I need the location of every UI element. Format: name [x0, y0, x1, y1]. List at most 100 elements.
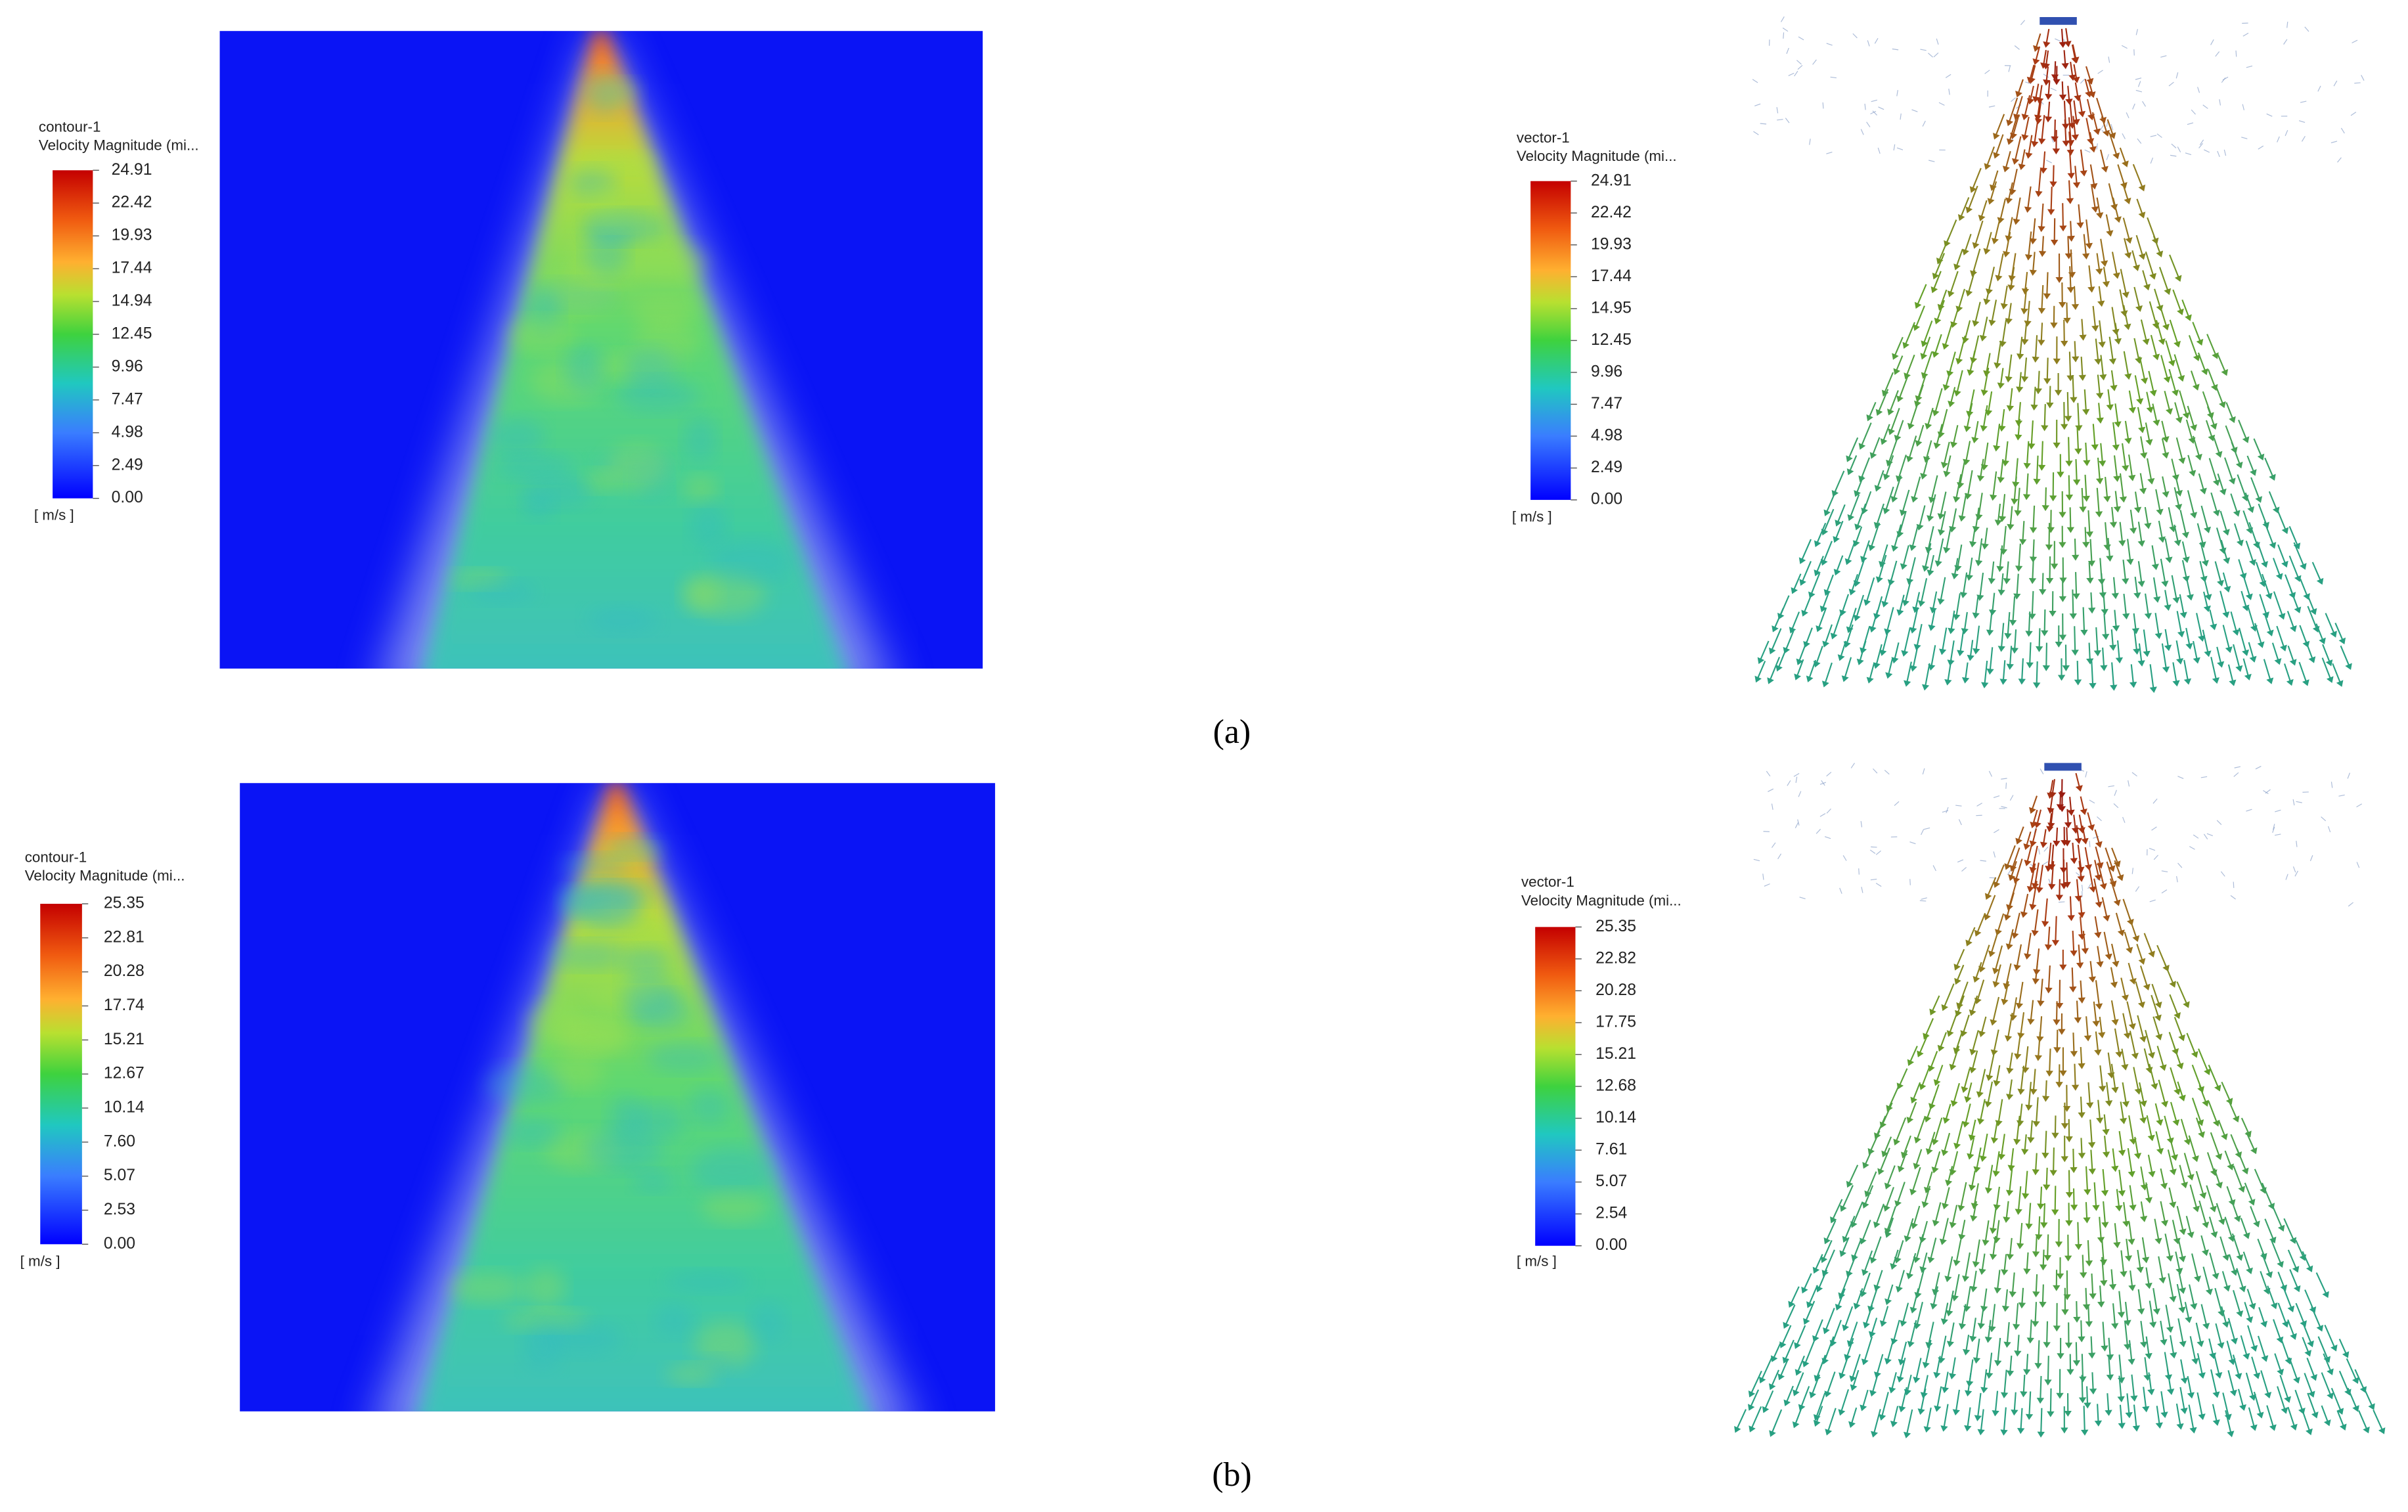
velocity-arrow	[2078, 357, 2087, 381]
velocity-arrow	[2030, 809, 2038, 829]
velocity-arrow	[2055, 879, 2064, 901]
velocity-arrow	[2032, 46, 2041, 65]
velocity-arrow	[2124, 931, 2133, 954]
velocity-arrow	[1943, 526, 1952, 554]
velocity-arrow	[1942, 1103, 1951, 1124]
velocity-arrow	[2144, 506, 2152, 529]
velocity-arrow	[1915, 374, 1927, 402]
velocity-arrow	[2232, 1354, 2242, 1380]
ambient-arrow	[2161, 889, 2168, 894]
velocity-arrow	[1974, 912, 1986, 937]
velocity-arrow	[2036, 864, 2043, 893]
velocity-arrow	[2282, 1285, 2295, 1312]
velocity-arrow	[2038, 284, 2046, 314]
velocity-arrow	[1794, 1325, 1806, 1349]
velocity-arrow	[1898, 1341, 1907, 1366]
colorbar-label: 17.44	[1591, 267, 1632, 285]
velocity-arrow	[2271, 642, 2282, 665]
velocity-arrow	[1999, 660, 2007, 685]
velocity-arrow	[2293, 542, 2307, 570]
velocity-arrow	[1880, 424, 1890, 445]
velocity-arrow	[1931, 1151, 1941, 1174]
velocity-arrow	[1833, 555, 1844, 576]
velocity-arrow	[2000, 285, 2008, 310]
velocity-arrow	[1871, 1409, 1881, 1438]
velocity-arrow	[2078, 1320, 2085, 1343]
ambient-arrow	[1861, 887, 1863, 893]
velocity-arrow	[2072, 166, 2081, 189]
ambient-arrow	[1957, 859, 1964, 863]
velocity-arrow	[2059, 1047, 2067, 1077]
velocity-arrow	[2006, 117, 2018, 145]
velocity-arrow	[2140, 319, 2150, 345]
velocity-arrow	[2132, 1404, 2141, 1432]
velocity-arrow	[1978, 1253, 1986, 1276]
colorbar-label: 0.00	[104, 1235, 135, 1253]
velocity-arrow	[2005, 929, 2014, 950]
ambient-arrow	[2156, 133, 2162, 138]
velocity-arrow	[2146, 1115, 2155, 1142]
ambient-arrow	[2099, 125, 2104, 131]
velocity-arrow	[2120, 1250, 2128, 1278]
velocity-arrow	[1850, 1369, 1860, 1391]
velocity-arrow	[1860, 1219, 1871, 1245]
velocity-arrow	[2111, 577, 2119, 600]
velocity-arrow	[1932, 253, 1945, 280]
velocity-arrow	[2002, 150, 2011, 173]
velocity-arrow	[1911, 476, 1921, 503]
velocity-arrow	[2008, 861, 2017, 881]
velocity-arrow	[2096, 403, 2104, 424]
velocity-arrow	[1798, 1386, 1810, 1411]
ambient-arrow	[1826, 152, 1833, 154]
velocity-arrow	[1957, 629, 1965, 657]
velocity-arrow	[2175, 1251, 2183, 1275]
ambient-arrow	[2202, 104, 2208, 109]
velocity-arrow	[1921, 543, 1932, 572]
velocity-arrow	[2021, 95, 2031, 121]
velocity-arrow	[2165, 1304, 2174, 1333]
velocity-arrow	[2118, 1169, 2126, 1197]
ambient-arrow	[2149, 899, 2156, 902]
colorbar-label: 10.14	[104, 1099, 145, 1117]
velocity-arrow	[1821, 508, 1835, 536]
velocity-arrow	[2063, 827, 2071, 847]
velocity-arrow	[2083, 442, 2091, 466]
velocity-arrow	[2177, 1238, 2187, 1262]
ambient-arrow	[1923, 827, 1930, 830]
velocity-arrow	[1838, 1389, 1850, 1416]
ambient-arrow	[2352, 39, 2358, 43]
velocity-arrow	[2177, 1318, 2187, 1348]
turbulence	[629, 923, 667, 946]
velocity-arrow	[1868, 1318, 1878, 1338]
velocity-arrow	[1888, 1372, 1897, 1394]
velocity-arrow	[2040, 1249, 2047, 1271]
colorbar-label: 7.47	[112, 390, 143, 408]
velocity-arrow	[1993, 134, 2004, 159]
velocity-arrow	[2161, 438, 2170, 459]
velocity-arrow	[2059, 282, 2066, 308]
velocity-arrow	[1783, 1304, 1796, 1329]
velocity-arrow	[1977, 1409, 1985, 1436]
velocity-arrow	[2302, 1323, 2314, 1348]
velocity-arrow	[2053, 1302, 2061, 1332]
ambient-arrow	[2300, 100, 2307, 103]
nozzle	[2044, 763, 2082, 771]
velocity-arrow	[1967, 350, 1976, 376]
velocity-arrow	[1816, 1269, 1828, 1293]
ambient-arrow	[2294, 870, 2298, 877]
velocity-arrow	[2066, 507, 2074, 533]
ambient-arrow	[2131, 868, 2133, 874]
velocity-arrow	[2040, 151, 2047, 174]
turbulence	[625, 347, 677, 389]
velocity-arrow	[2155, 320, 2166, 345]
velocity-arrow	[2049, 472, 2057, 502]
velocity-arrow	[1962, 1103, 1971, 1128]
velocity-arrow	[1955, 335, 1966, 365]
ambient-arrow	[2203, 834, 2208, 839]
velocity-arrow	[1969, 1050, 1978, 1074]
ambient-arrow	[1921, 829, 1925, 835]
velocity-arrow	[2139, 1320, 2148, 1348]
turbulence	[691, 1146, 775, 1195]
velocity-arrow	[2198, 473, 2207, 495]
ambient-arrow	[1771, 803, 1773, 810]
